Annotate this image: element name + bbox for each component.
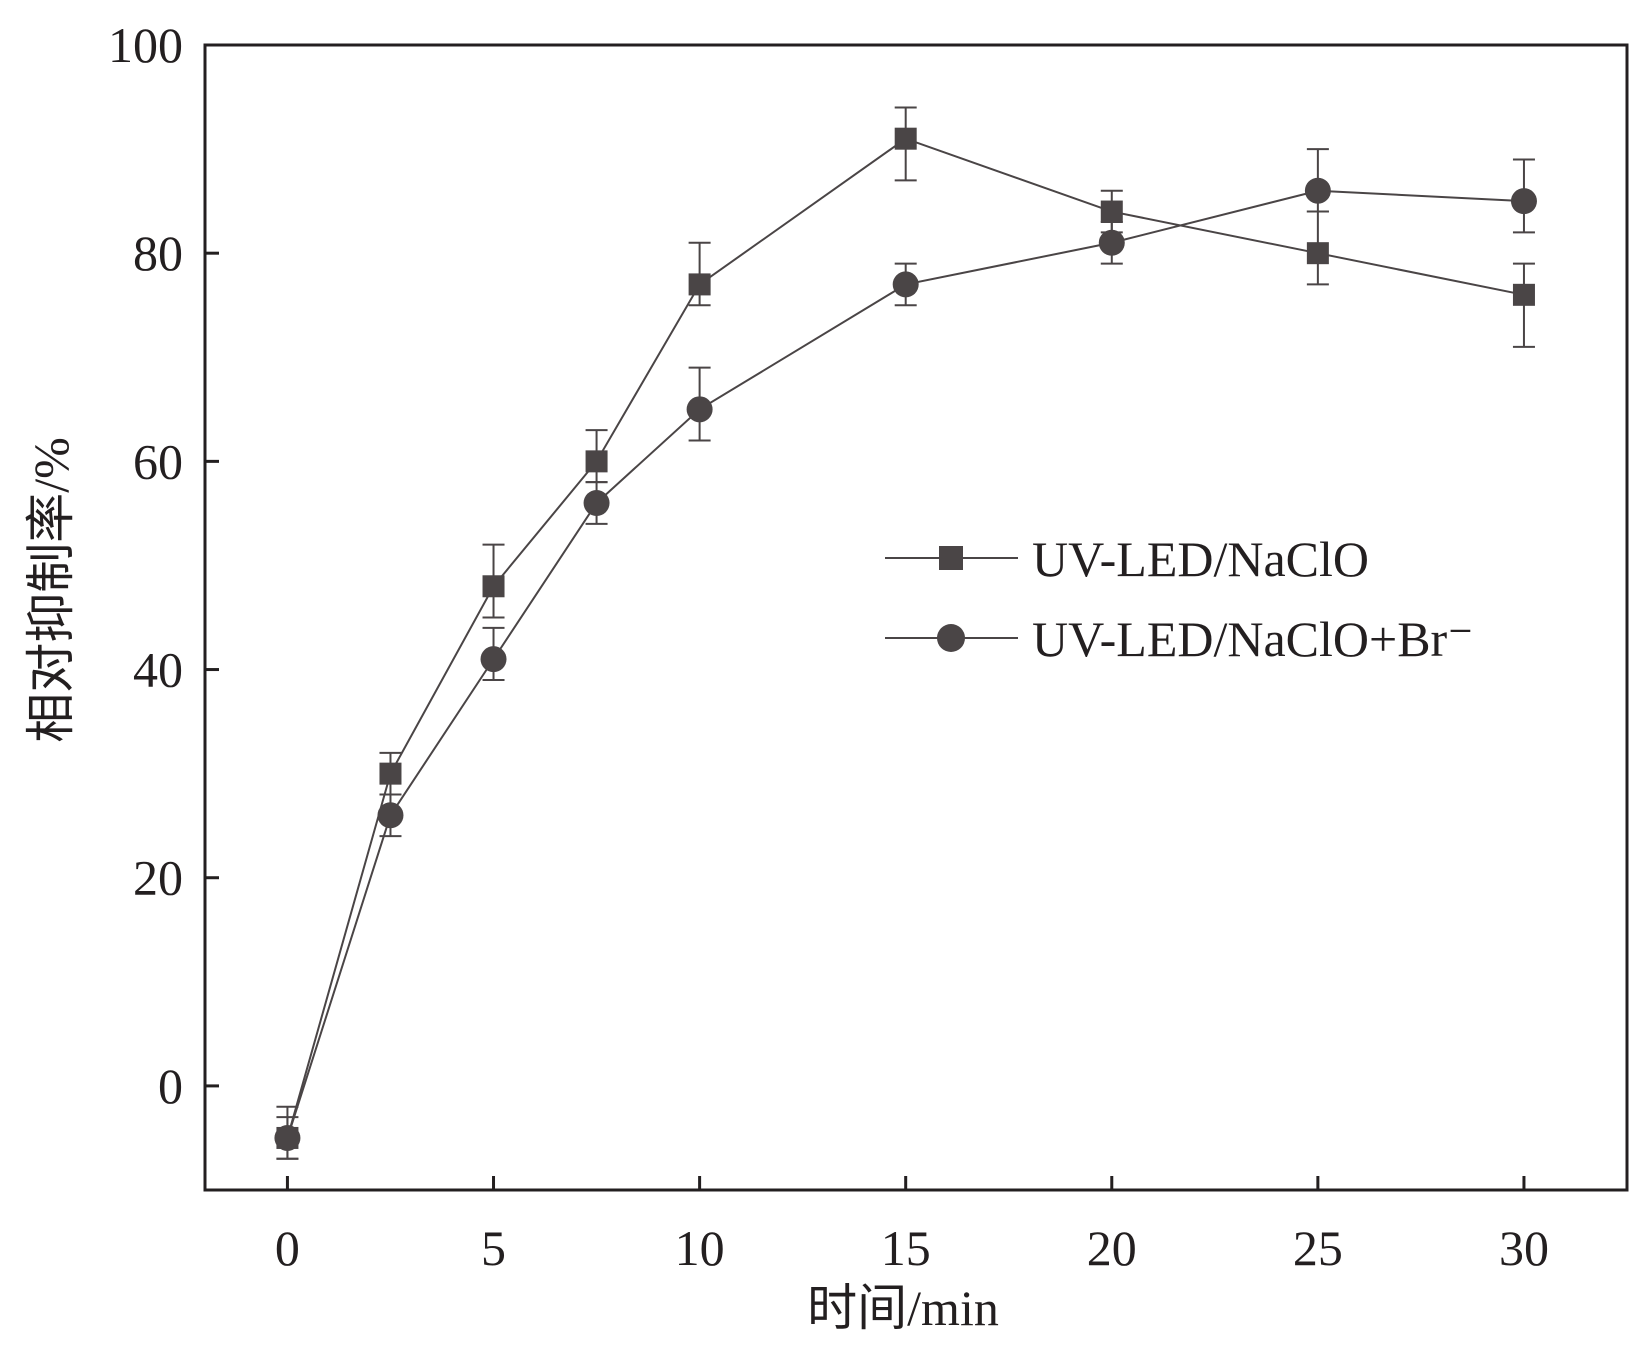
x-axis: 0 5 10 15 20 25 30 (275, 1176, 1549, 1276)
data-point (894, 127, 917, 150)
data-point (585, 450, 608, 473)
legend-label: UV-LED/NaClO (1032, 531, 1369, 587)
x-tick-label: 30 (1499, 1220, 1549, 1276)
legend-marker-circle (937, 624, 965, 652)
data-point (1098, 229, 1125, 256)
x-tick-label: 20 (1087, 1220, 1137, 1276)
y-tick-label: 40 (133, 642, 183, 698)
data-point (480, 646, 507, 673)
x-tick-label: 5 (481, 1220, 506, 1276)
y-axis-label: 相对抑制率/% (23, 437, 79, 743)
data-point (1510, 188, 1537, 215)
x-tick-label: 15 (881, 1220, 931, 1276)
data-point (377, 802, 404, 829)
data-point (892, 271, 919, 298)
legend-label: UV-LED/NaClO+Br⁻ (1032, 611, 1474, 667)
data-point (1306, 242, 1329, 265)
data-point (482, 575, 505, 598)
x-tick-label: 0 (275, 1220, 300, 1276)
x-tick-label: 10 (675, 1220, 725, 1276)
x-axis-label: 时间/min (807, 1280, 999, 1336)
y-tick-label: 20 (133, 850, 183, 906)
data-point (379, 762, 402, 785)
data-point (583, 490, 610, 516)
y-tick-label: 0 (158, 1058, 183, 1114)
y-tick-label: 100 (108, 17, 183, 73)
data-point (688, 273, 711, 296)
legend: UV-LED/NaClO UV-LED/NaClO+Br⁻ (885, 531, 1474, 667)
series-2 (274, 148, 1537, 1160)
x-tick-label: 25 (1293, 1220, 1343, 1276)
legend-marker-square (939, 546, 963, 570)
data-point (274, 1124, 301, 1151)
y-tick-label: 60 (133, 433, 183, 489)
plot-marks (274, 106, 1537, 1160)
data-point (1100, 200, 1123, 223)
plot-frame (203, 43, 1629, 1192)
data-point (1512, 283, 1535, 306)
data-point (686, 396, 713, 423)
y-axis: 0 20 40 60 80 100 (108, 17, 219, 1114)
y-tick-label: 80 (133, 225, 183, 281)
data-point (1304, 177, 1331, 204)
